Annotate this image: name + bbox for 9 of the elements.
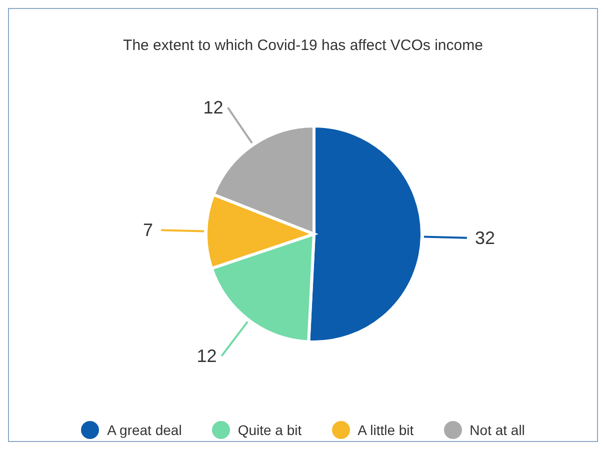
- legend-label: Quite a bit: [238, 422, 302, 438]
- legend-label: A great deal: [107, 422, 182, 438]
- data-label: 7: [143, 220, 154, 240]
- legend-label: A little bit: [358, 422, 414, 438]
- legend-label: Not at all: [470, 422, 525, 438]
- data-label: 32: [474, 228, 495, 248]
- data-label: 12: [203, 98, 224, 118]
- data-label: 12: [196, 346, 217, 366]
- chart-title: The extent to which Covid-19 has affect VCOs income: [122, 37, 484, 54]
